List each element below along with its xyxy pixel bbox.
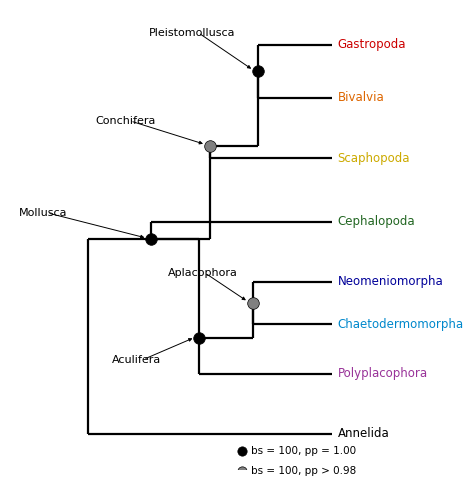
Text: bs = 100, pp > 0.98: bs = 100, pp > 0.98 [252,466,357,476]
Text: Annelida: Annelida [337,427,390,440]
Text: Bivalvia: Bivalvia [337,91,384,104]
Text: Chaetodermomorpha: Chaetodermomorpha [337,318,464,331]
Point [238,447,246,455]
Point [148,236,155,243]
Text: Scaphopoda: Scaphopoda [337,152,410,164]
Text: Gastropoda: Gastropoda [337,38,406,52]
Text: Neomeniomorpha: Neomeniomorpha [337,275,444,288]
Point [206,142,214,150]
Point [249,299,256,307]
Text: bs = 100, pp = 1.00: bs = 100, pp = 1.00 [252,446,356,456]
Text: Pleistomollusca: Pleistomollusca [149,28,235,38]
Text: Conchifera: Conchifera [96,116,156,126]
Text: Cephalopoda: Cephalopoda [337,215,415,228]
Text: Polyplacophora: Polyplacophora [337,367,428,380]
Text: Aplacophora: Aplacophora [167,268,237,278]
Text: Aculifera: Aculifera [111,355,161,365]
Point [254,67,262,75]
Point [196,335,203,342]
Point [238,467,246,475]
Text: Mollusca: Mollusca [18,208,67,218]
